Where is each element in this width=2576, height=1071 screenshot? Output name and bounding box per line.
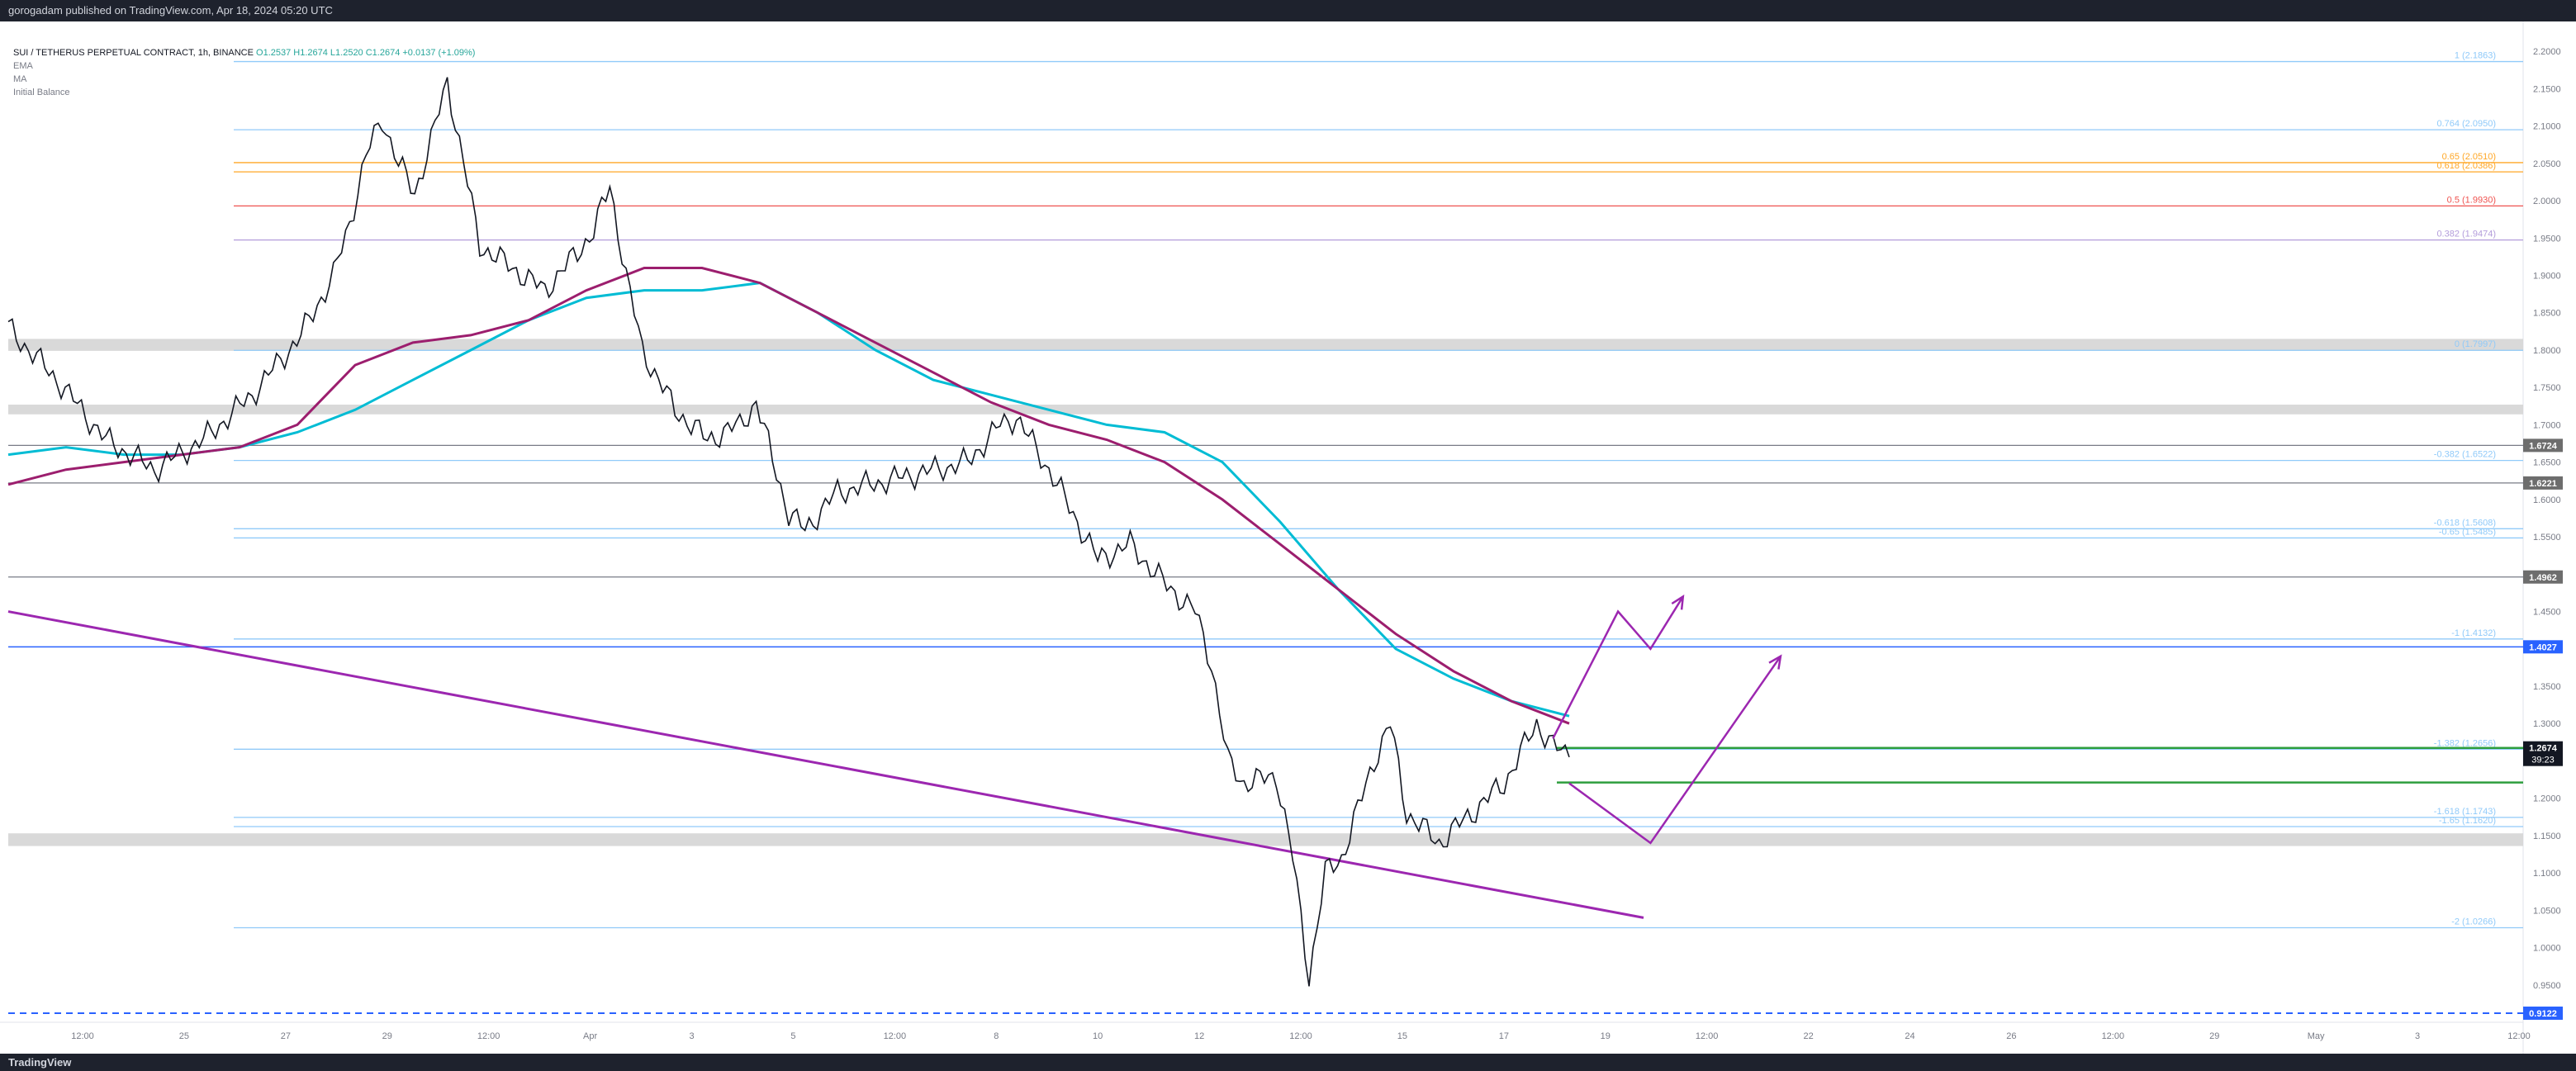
fib-level-label: -1.65 (1.1620) <box>2439 816 2496 826</box>
fib-level-label: 0.382 (1.9474) <box>2436 230 2496 239</box>
price-axis-tag-label: 1.6221 <box>2529 479 2557 489</box>
price-axis-tag <box>2523 640 2563 654</box>
fib-level-label: -0.382 (1.6522) <box>2434 450 2496 460</box>
indicator-ema[interactable]: EMA <box>13 61 33 71</box>
price-axis-tag-label: 1.6724 <box>2529 441 2558 451</box>
y-tick-label: 2.0000 <box>2533 197 2561 206</box>
y-tick-label: 1.1500 <box>2533 832 2561 841</box>
tradingview-logo: TradingView <box>8 1056 71 1069</box>
footer-bar: TradingView <box>0 1054 2576 1071</box>
x-tick-label: 10 <box>1093 1031 1103 1041</box>
fib-level-label: 0 (1.7997) <box>2455 339 2496 349</box>
y-tick-label: 2.2000 <box>2533 47 2561 57</box>
price-axis-tag-label: 0.9122 <box>2529 1009 2557 1019</box>
price-axis-tag <box>2523 570 2563 584</box>
y-tick-label: 1.2000 <box>2533 794 2561 804</box>
x-tick-label: 3 <box>2415 1031 2420 1041</box>
x-tick-label: 12:00 <box>2507 1031 2531 1041</box>
y-tick-label: 1.9000 <box>2533 272 2561 282</box>
fib-level-label: -2 (1.0266) <box>2451 917 2496 926</box>
support-zone <box>8 833 2523 846</box>
x-tick-label: 12:00 <box>71 1031 94 1041</box>
price-axis-tag-label: 1.4962 <box>2529 573 2557 583</box>
x-tick-label: 3 <box>689 1031 694 1041</box>
fib-level-label: 0.5 (1.9930) <box>2447 195 2496 205</box>
price-axis-tag-label: 1.4027 <box>2529 642 2557 652</box>
y-tick-label: 1.9500 <box>2533 234 2561 244</box>
x-tick-label: 24 <box>1905 1031 1914 1041</box>
fib-level-label: -0.65 (1.5485) <box>2439 527 2496 537</box>
indicator-ma[interactable]: MA <box>13 74 27 84</box>
y-tick-label: 1.0000 <box>2533 944 2561 954</box>
y-tick-label: 1.7500 <box>2533 383 2561 393</box>
support-zone <box>8 404 2523 415</box>
y-tick-label: 1.3000 <box>2533 719 2561 729</box>
x-tick-label: Apr <box>583 1031 597 1041</box>
x-tick-label: 5 <box>790 1031 795 1041</box>
y-tick-label: 1.4500 <box>2533 608 2561 618</box>
y-tick-label: 1.7000 <box>2533 420 2561 430</box>
price-axis-tag <box>2523 1006 2563 1020</box>
ohlc-values: O1.2537 H1.2674 L1.2520 C1.2674 +0.0137 … <box>256 48 476 58</box>
y-tick-label: 1.0500 <box>2533 906 2561 916</box>
x-tick-label: 27 <box>281 1031 291 1041</box>
y-tick-label: 1.6500 <box>2533 458 2561 468</box>
fib-level-label: 0.764 (2.0950) <box>2436 119 2496 129</box>
x-tick-label: 17 <box>1499 1031 1509 1041</box>
chart-legend: SUI / TETHERUS PERPETUAL CONTRACT, 1h, B… <box>13 46 475 99</box>
y-tick-label: 1.8000 <box>2533 346 2561 356</box>
price-chart[interactable]: 2.2000 2.1500 2.1000 2.0500 2.0000 1.9500 1.90… <box>0 21 2576 1054</box>
x-tick-label: 12:00 <box>2102 1031 2125 1041</box>
fib-level-label: 1 (2.1863) <box>2455 51 2496 61</box>
x-tick-label: 12 <box>1194 1031 1204 1041</box>
y-tick-label: 1.6000 <box>2533 495 2561 505</box>
fib-level-label: -1.618 (1.1743) <box>2434 807 2496 817</box>
x-tick-label: 12:00 <box>884 1031 907 1041</box>
price-axis-tag <box>2523 741 2563 766</box>
price-candles <box>7 77 1570 987</box>
x-tick-label: 12:00 <box>1289 1031 1312 1041</box>
fib-level-label: -0.618 (1.5608) <box>2434 518 2496 528</box>
support-zone <box>8 339 2523 351</box>
x-tick-label: 12:00 <box>477 1031 500 1041</box>
x-tick-label: 12:00 <box>1696 1031 1719 1041</box>
x-tick-label: 19 <box>1601 1031 1611 1041</box>
x-tick-label: 8 <box>994 1031 999 1041</box>
publish-bar: gorogadam published on TradingView.com, … <box>0 0 2576 21</box>
projection-path-alternate <box>1568 656 1781 845</box>
y-tick-label: 1.5500 <box>2533 533 2561 543</box>
x-tick-label: 22 <box>1803 1031 1813 1041</box>
x-tick-label: 26 <box>2006 1031 2016 1041</box>
price-axis-tag <box>2523 476 2563 490</box>
x-tick-label: 25 <box>179 1031 189 1041</box>
countdown-label: 39:23 <box>2531 756 2555 765</box>
y-tick-label: 1.3500 <box>2533 682 2561 692</box>
x-tick-label: 29 <box>2209 1031 2219 1041</box>
y-tick-label: 2.0500 <box>2533 159 2561 169</box>
y-tick-label: 1.8500 <box>2533 309 2561 319</box>
y-tick-label: 2.1000 <box>2533 122 2561 132</box>
tradingview-brand: TradingView <box>8 1056 72 1069</box>
price-axis-tag-label: 1.2674 <box>2529 744 2558 754</box>
fib-level-label: 0.618 (2.0386) <box>2436 161 2496 171</box>
y-tick-label: 2.1500 <box>2533 84 2561 94</box>
y-tick-label: 0.9500 <box>2533 981 2561 991</box>
arrow-head-icon <box>1768 654 1782 670</box>
ma-line <box>7 267 1570 725</box>
x-tick-label: May <box>2308 1031 2325 1041</box>
arrow-head-icon <box>1671 594 1685 610</box>
publish-info: gorogadam published on TradingView.com, … <box>8 4 333 17</box>
x-tick-label: 29 <box>382 1031 392 1041</box>
descending-trendline <box>7 610 1644 919</box>
projection-path-bullish <box>1552 595 1684 739</box>
fib-level-label: -1 (1.4132) <box>2451 628 2496 638</box>
y-tick-label: 1.1000 <box>2533 869 2561 879</box>
symbol-title: SUI / TETHERUS PERPETUAL CONTRACT, 1h, B… <box>13 48 254 58</box>
price-axis-tag <box>2523 438 2563 453</box>
fib-level-label: 0.65 (2.0510) <box>2442 152 2496 162</box>
indicator-initial-balance[interactable]: Initial Balance <box>13 88 70 97</box>
chart-area[interactable]: SUI / TETHERUS PERPETUAL CONTRACT, 1h, B… <box>0 21 2576 1054</box>
fib-level-label: -1.382 (1.2656) <box>2434 738 2496 748</box>
x-tick-label: 15 <box>1397 1031 1407 1041</box>
